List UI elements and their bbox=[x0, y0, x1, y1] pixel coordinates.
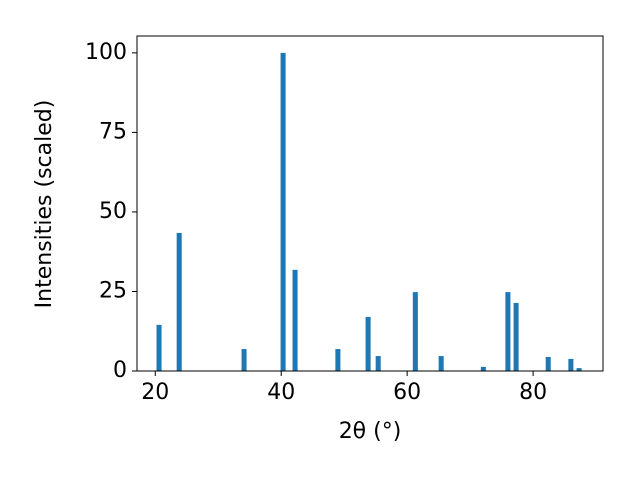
bar bbox=[280, 52, 286, 371]
bar bbox=[513, 302, 519, 371]
bar bbox=[176, 232, 182, 371]
y-tick-label: 25 bbox=[99, 278, 127, 303]
x-axis-label: 2θ (°) bbox=[339, 419, 402, 444]
bar bbox=[568, 358, 574, 371]
bar bbox=[156, 324, 162, 371]
bar bbox=[335, 349, 341, 371]
bar bbox=[438, 356, 444, 371]
x-tick-label: 60 bbox=[393, 380, 421, 405]
y-tick-label: 75 bbox=[99, 119, 127, 144]
x-tick-label: 80 bbox=[519, 380, 547, 405]
bar bbox=[505, 292, 511, 371]
y-tick-label: 100 bbox=[85, 40, 127, 65]
x-tick-label: 20 bbox=[141, 380, 169, 405]
bar bbox=[480, 366, 486, 371]
bar bbox=[576, 368, 582, 371]
x-tick-label: 40 bbox=[267, 380, 295, 405]
y-tick-label: 0 bbox=[113, 358, 127, 383]
bar bbox=[241, 349, 247, 371]
bar bbox=[412, 292, 418, 371]
bar bbox=[365, 316, 371, 371]
plot-frame bbox=[136, 35, 604, 372]
bar bbox=[545, 357, 551, 371]
y-axis-label: Intensities (scaled) bbox=[32, 100, 57, 309]
bar bbox=[375, 356, 381, 371]
y-tick-label: 50 bbox=[99, 199, 127, 224]
bar bbox=[292, 269, 298, 371]
